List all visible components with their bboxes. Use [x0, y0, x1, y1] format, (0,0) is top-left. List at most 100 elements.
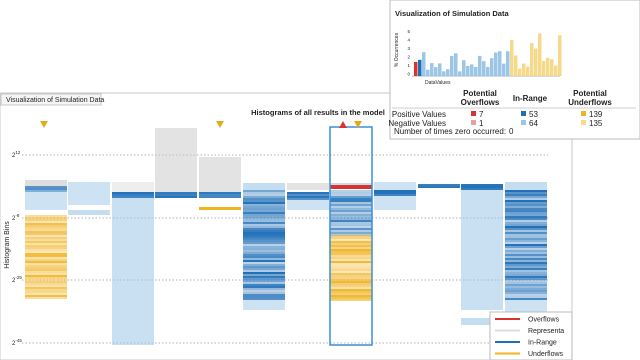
bin	[243, 216, 285, 218]
table-header: Overflows	[461, 98, 500, 107]
bin	[243, 214, 285, 216]
bin	[505, 224, 547, 226]
bin	[505, 190, 547, 192]
bin	[243, 212, 285, 214]
legend-label: In-Range	[528, 340, 557, 347]
bin	[330, 183, 372, 186]
bin	[330, 202, 372, 204]
bin	[505, 242, 547, 244]
bin	[243, 240, 285, 242]
bin	[505, 194, 547, 196]
mini-bar	[426, 69, 430, 76]
bin	[25, 271, 67, 273]
bin	[505, 238, 547, 240]
row-value: 139	[589, 110, 603, 119]
bin	[505, 240, 547, 242]
bin	[243, 230, 285, 232]
bin	[243, 264, 285, 266]
bin	[112, 194, 154, 196]
bin	[505, 226, 547, 228]
bin	[505, 288, 547, 290]
bin	[505, 256, 547, 258]
marker	[339, 121, 347, 128]
bin	[330, 261, 372, 263]
bin	[25, 263, 67, 265]
bin	[505, 260, 547, 262]
zero-count-label: Number of times zero occurred:	[394, 127, 506, 136]
bin	[330, 295, 372, 297]
row-value: 135	[589, 119, 603, 128]
bin	[243, 268, 285, 270]
bin	[25, 289, 67, 291]
bin	[330, 185, 372, 189]
bin	[25, 293, 67, 295]
selected-histogram[interactable]	[329, 126, 373, 346]
bin	[330, 253, 372, 255]
bin	[330, 245, 372, 247]
row-swatch	[471, 120, 476, 125]
mini-y-tick: 2	[407, 55, 410, 60]
tick-base: 2	[12, 278, 16, 284]
bin	[25, 221, 67, 223]
bin	[330, 293, 372, 295]
bin	[25, 247, 67, 249]
bin	[25, 255, 67, 257]
mini-chart: 5 4 3 2 1 0	[407, 29, 562, 77]
bin	[25, 217, 67, 219]
bin	[505, 282, 547, 284]
bin	[418, 184, 460, 186]
bin	[25, 233, 67, 235]
bin	[243, 276, 285, 278]
bin	[243, 254, 285, 256]
bin	[243, 274, 285, 276]
tick-base: 2	[12, 153, 16, 159]
mini-y-label: % Occurrences	[394, 32, 400, 67]
bin	[25, 291, 67, 293]
bin	[505, 244, 547, 246]
bin	[25, 225, 67, 227]
bin	[505, 262, 547, 264]
bin	[330, 208, 372, 210]
bin	[505, 216, 547, 218]
bin	[243, 278, 285, 280]
tab[interactable]	[0, 93, 102, 106]
tick-exponent: -25	[15, 275, 22, 280]
bin	[25, 285, 67, 287]
bin	[330, 237, 372, 239]
bin	[505, 220, 547, 222]
mini-y-tick: 1	[407, 63, 410, 68]
bin	[330, 269, 372, 271]
tick-base: 2	[12, 216, 16, 222]
bin	[330, 247, 372, 249]
bin	[25, 265, 67, 267]
bin	[243, 248, 285, 250]
bin	[243, 204, 285, 206]
mini-bar	[414, 61, 418, 76]
bin	[243, 280, 285, 282]
bin	[25, 267, 67, 269]
row-value: 53	[529, 110, 538, 119]
bin	[243, 272, 285, 274]
bin	[25, 243, 67, 245]
bin	[25, 253, 67, 255]
tick-exponent: -45	[15, 338, 22, 343]
row-value: 64	[529, 119, 538, 128]
bin	[155, 128, 197, 192]
bin	[505, 272, 547, 274]
bin	[330, 251, 372, 253]
mini-bar	[498, 51, 502, 76]
mini-bar	[502, 63, 506, 76]
mini-bar	[542, 60, 546, 76]
table-header: In-Range	[513, 94, 548, 103]
bin	[505, 246, 547, 248]
mini-y-tick: 4	[407, 38, 410, 43]
bin	[25, 192, 67, 210]
bin	[243, 298, 285, 300]
bin	[330, 204, 372, 206]
bin	[374, 194, 416, 196]
bin	[330, 235, 372, 237]
bin	[330, 289, 372, 291]
